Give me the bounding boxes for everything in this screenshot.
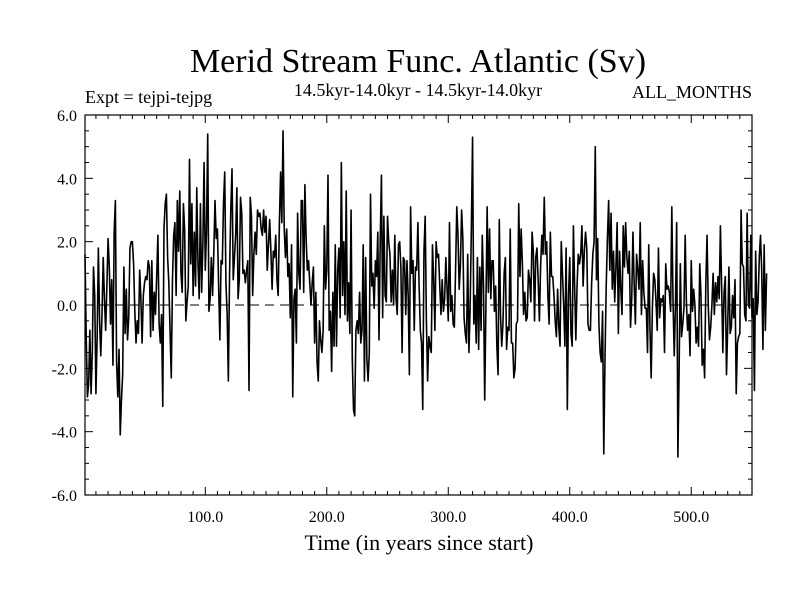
y-tick-label: 4.0 (57, 171, 77, 188)
plot-frame (84, 114, 753, 496)
x-tick-label: 300.0 (430, 509, 466, 526)
y-tick-label: 6.0 (57, 108, 77, 125)
x-tick-label: 500.0 (673, 509, 709, 526)
y-tick-label: 2.0 (57, 235, 77, 252)
y-tick-label: 0.0 (57, 298, 77, 315)
y-tick-label: -4.0 (52, 425, 77, 442)
x-tick-label: 100.0 (187, 509, 223, 526)
y-tick-label: -6.0 (52, 488, 77, 505)
x-axis: 100.0 200.0 300.0 400.0 500.0 (95, 115, 753, 526)
y-axis: -6.0 -4.0 -2.0 0.0 2.0 4.0 6.0 (52, 108, 752, 505)
series-line (84, 130, 768, 458)
y-tick-label: -2.0 (52, 361, 77, 378)
months-label: ALL_MONTHS (632, 82, 752, 102)
chart-title: Merid Stream Func. Atlantic (Sv) (190, 43, 646, 80)
x-tick-label: 200.0 (309, 509, 345, 526)
experiment-label: Expt = tejpi-tejpg (85, 87, 212, 107)
time-range-label: 14.5kyr-14.0kyr - 14.5kyr-14.0kyr (294, 80, 542, 100)
x-tick-label: 400.0 (552, 509, 588, 526)
x-axis-label: Time (in years since start) (305, 530, 534, 555)
